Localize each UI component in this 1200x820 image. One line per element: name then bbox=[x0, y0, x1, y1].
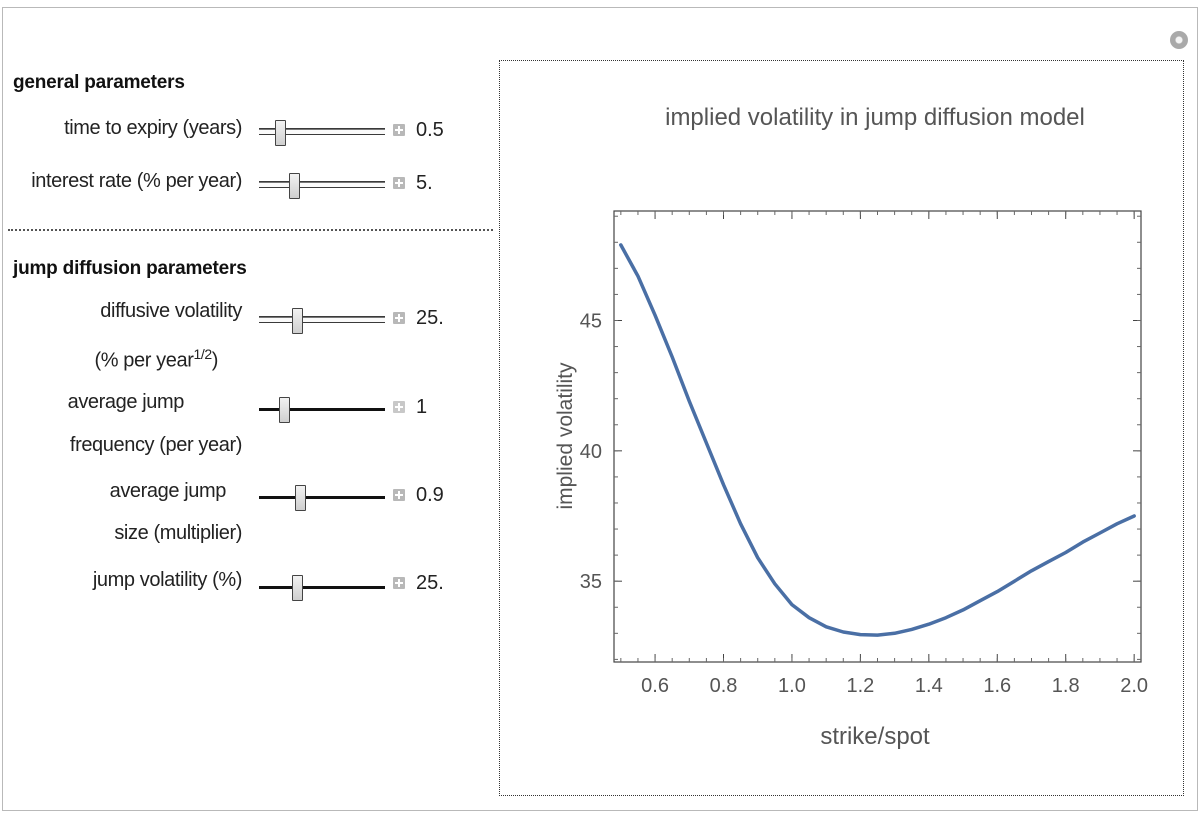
slider-thumb[interactable] bbox=[275, 120, 286, 146]
slider-thumb[interactable] bbox=[279, 397, 290, 423]
jump-volatility-expand-icon[interactable] bbox=[393, 577, 405, 589]
slider-track bbox=[259, 128, 385, 135]
slider-thumb[interactable] bbox=[295, 485, 306, 511]
slider-thumb[interactable] bbox=[289, 173, 300, 199]
interest-rate-value: 5. bbox=[416, 172, 433, 194]
jump-volatility-label: jump volatility (%) bbox=[92, 569, 243, 591]
time-to-expiry-label: time to expiry (years) bbox=[64, 117, 242, 139]
slider-thumb[interactable] bbox=[292, 308, 303, 334]
x-tick-label: 1.0 bbox=[778, 675, 806, 697]
reset-icon[interactable] bbox=[1170, 31, 1188, 49]
average-jump-size-label-line2: size (multiplier) bbox=[114, 522, 242, 544]
diffusive-volatility-label-line2: (% per year1/2) bbox=[94, 346, 218, 372]
y-tick-label: 35 bbox=[580, 571, 602, 593]
slider-track bbox=[259, 496, 385, 499]
average-jump-frequency-label-line2: frequency (per year) bbox=[69, 434, 242, 456]
x-tick-label: 1.4 bbox=[915, 675, 943, 697]
diffusive-volatility-label-line1: diffusive volatility bbox=[100, 300, 242, 322]
x-tick-label: 1.2 bbox=[846, 675, 874, 697]
plot-panel: implied volatility in jump diffusion mod… bbox=[499, 60, 1184, 796]
slider-track bbox=[259, 408, 385, 411]
x-axis-label: strike/spot bbox=[820, 723, 930, 750]
average-jump-size-slider[interactable] bbox=[259, 485, 385, 511]
time-to-expiry-slider[interactable] bbox=[259, 120, 385, 146]
plot-frame bbox=[613, 210, 1142, 663]
y-tick-label: 40 bbox=[580, 441, 602, 463]
chart-title: implied volatility in jump diffusion mod… bbox=[665, 104, 1085, 131]
diffusive-volatility-slider[interactable] bbox=[259, 308, 385, 334]
slider-thumb[interactable] bbox=[292, 575, 303, 601]
jump-volatility-value: 25. bbox=[416, 572, 444, 594]
y-tick-label: 45 bbox=[580, 310, 602, 332]
y-axis-label: implied volatility bbox=[554, 362, 577, 510]
manipulate-panel bbox=[2, 7, 1198, 811]
implied-volatility-chart: implied volatility in jump diffusion mod… bbox=[554, 104, 1148, 750]
jump-diffusion-parameters-heading: jump diffusion parameters bbox=[13, 258, 247, 279]
diffusive-volatility-expand-icon[interactable] bbox=[393, 312, 405, 324]
x-tick-label: 1.6 bbox=[983, 675, 1011, 697]
jump-volatility-slider[interactable] bbox=[259, 575, 385, 601]
general-parameters-heading: general parameters bbox=[13, 72, 185, 93]
x-tick-label: 0.8 bbox=[710, 675, 738, 697]
average-jump-frequency-value: 1 bbox=[416, 396, 428, 418]
slider-track bbox=[259, 586, 385, 589]
x-tick-label: 2.0 bbox=[1120, 675, 1148, 697]
series-line bbox=[619, 243, 1136, 637]
average-jump-size-label-line1: average jump bbox=[109, 480, 227, 502]
average-jump-frequency-slider[interactable] bbox=[259, 397, 385, 423]
x-tick-label: 1.8 bbox=[1052, 675, 1080, 697]
average-jump-size-value: 0.9 bbox=[416, 484, 444, 506]
interest-rate-expand-icon[interactable] bbox=[393, 177, 405, 189]
average-jump-frequency-label-line1: average jump bbox=[67, 391, 185, 413]
x-tick-label: 0.6 bbox=[641, 675, 669, 697]
diffusive-volatility-value: 25. bbox=[416, 307, 444, 329]
time-to-expiry-value: 0.5 bbox=[416, 119, 444, 141]
section-divider bbox=[8, 229, 493, 231]
average-jump-frequency-expand-icon[interactable] bbox=[393, 401, 405, 413]
interest-rate-slider[interactable] bbox=[259, 173, 385, 199]
interest-rate-label: interest rate (% per year) bbox=[31, 170, 242, 192]
average-jump-size-expand-icon[interactable] bbox=[393, 489, 405, 501]
slider-track bbox=[259, 316, 385, 323]
slider-track bbox=[259, 181, 385, 188]
time-to-expiry-expand-icon[interactable] bbox=[393, 124, 405, 136]
